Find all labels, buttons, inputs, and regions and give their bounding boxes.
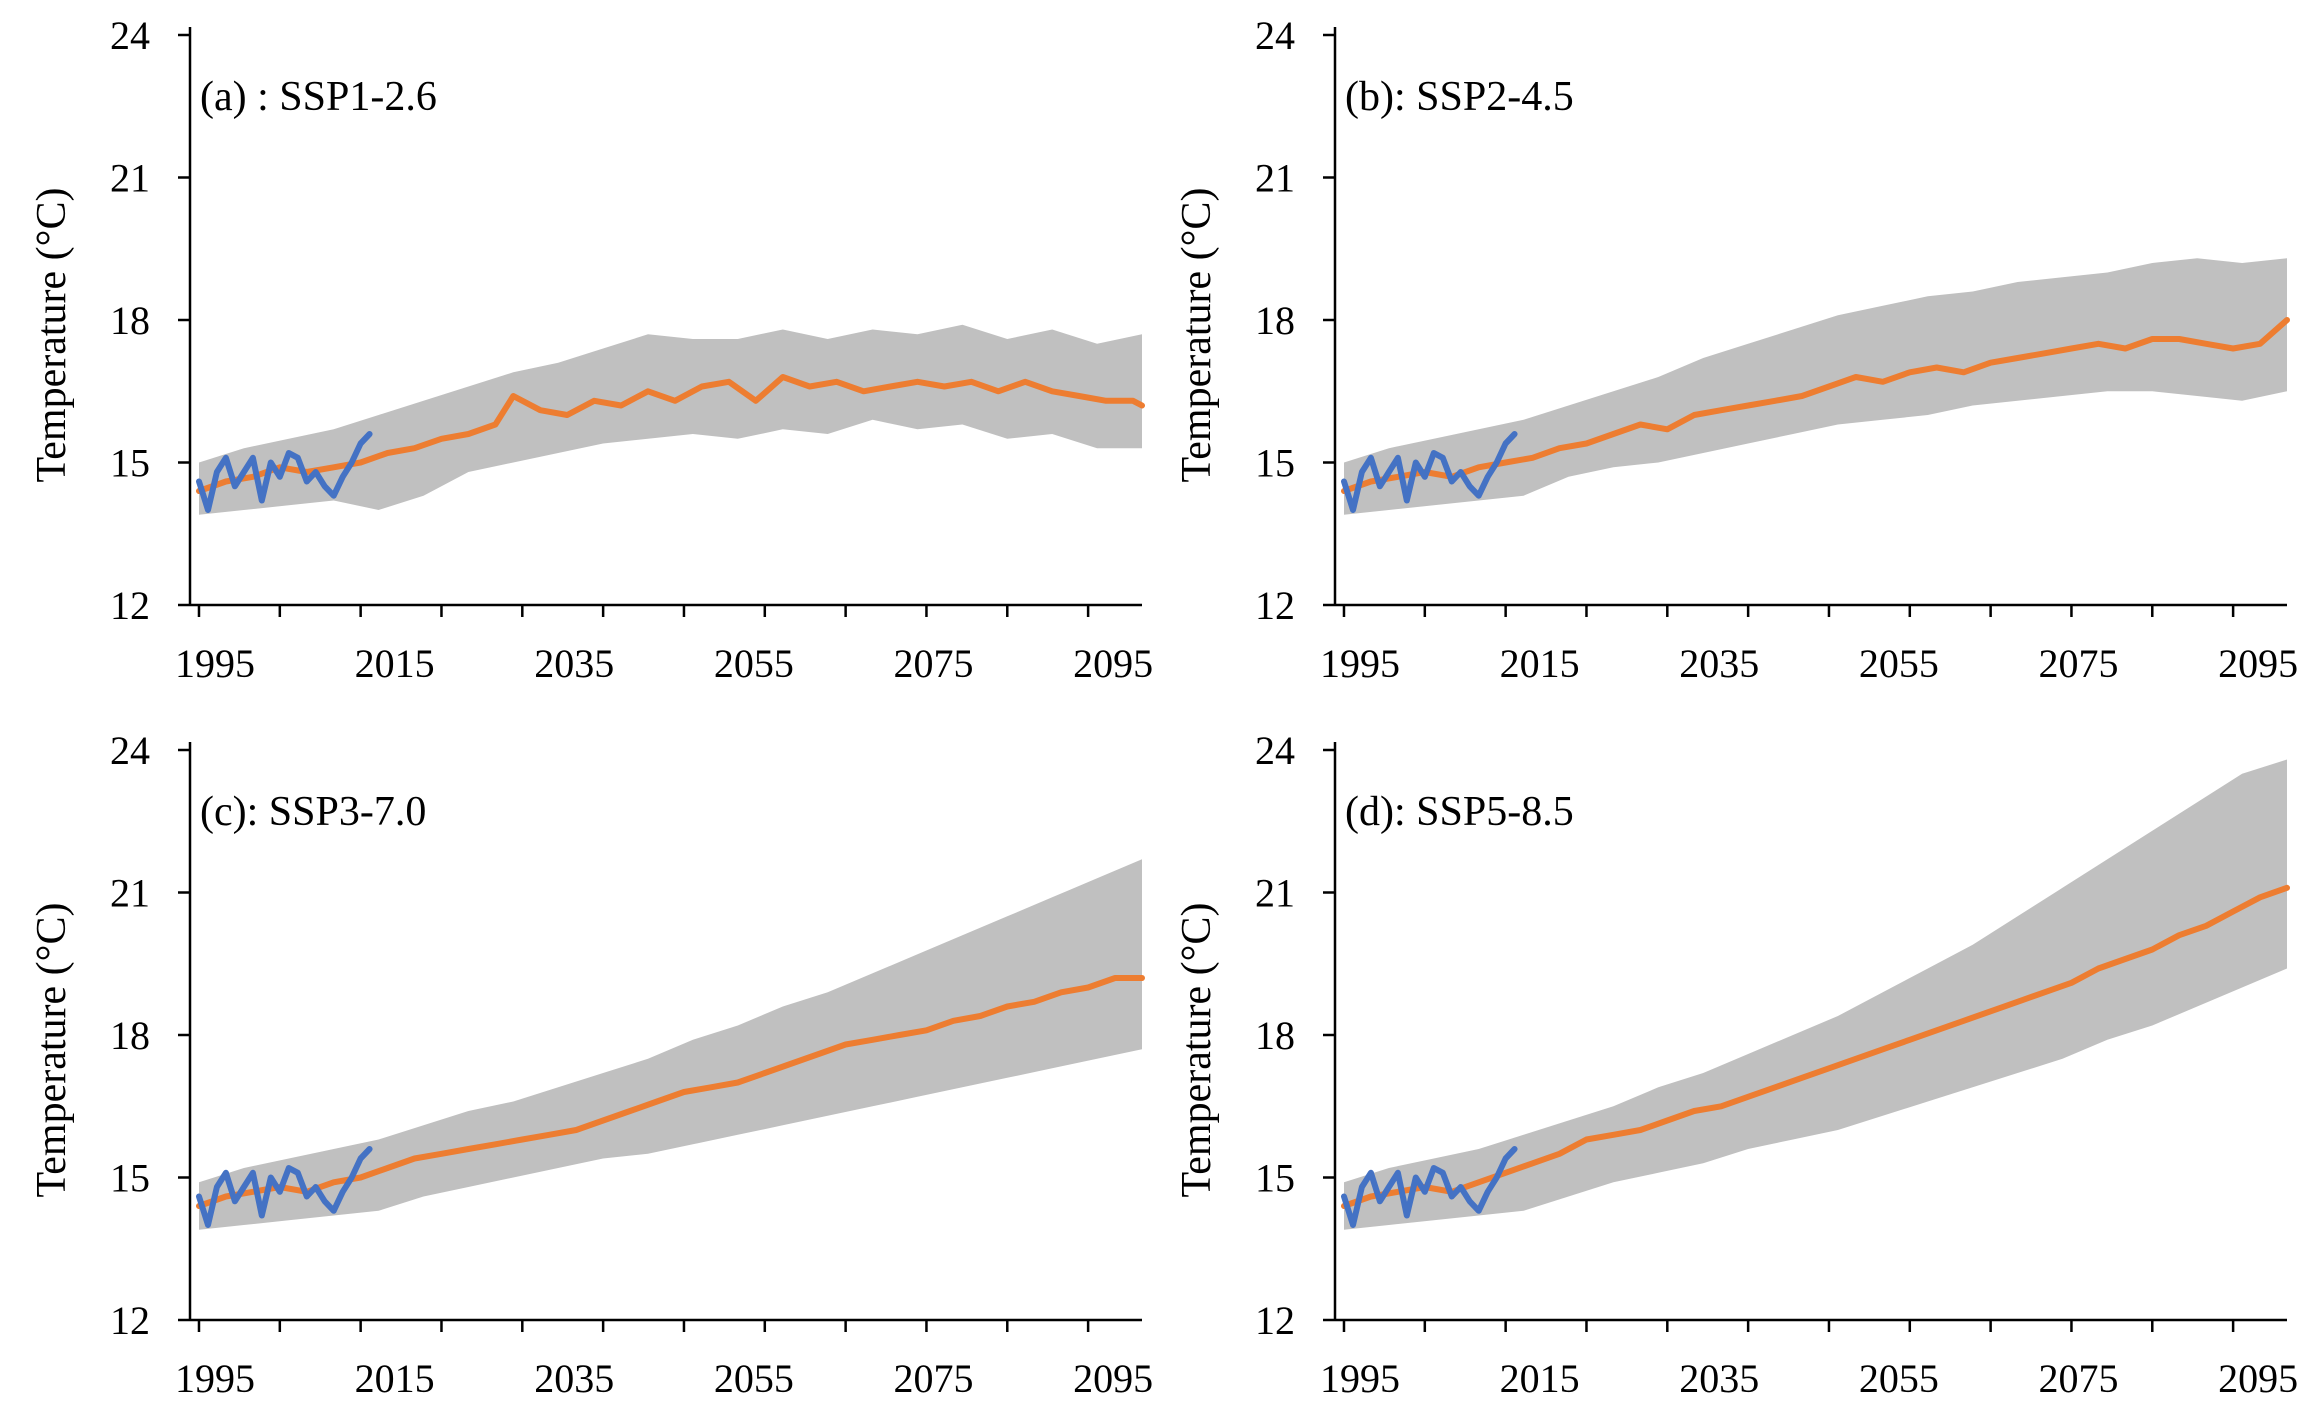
x-tick-label-d: 2035 bbox=[1679, 1356, 1759, 1401]
y-tick-label-b: 12 bbox=[1255, 583, 1295, 628]
panel-title-c: (c): SSP3-7.0 bbox=[200, 789, 426, 835]
band-area-b bbox=[1344, 258, 2287, 515]
y-tick-label-d: 12 bbox=[1255, 1298, 1295, 1343]
y-tick-label-d: 15 bbox=[1255, 1156, 1295, 1201]
x-tick-label-d: 2055 bbox=[1859, 1356, 1939, 1401]
panel-title-a: (a) : SSP1-2.6 bbox=[200, 74, 437, 120]
y-tick-label-c: 24 bbox=[110, 728, 150, 773]
x-tick-label-b: 2035 bbox=[1679, 641, 1759, 686]
x-tick-label-d: 2015 bbox=[1500, 1356, 1580, 1401]
projection-line-a bbox=[196, 374, 1145, 494]
x-tick-label-a: 2035 bbox=[534, 641, 614, 686]
projection-line-c bbox=[196, 975, 1145, 1209]
observed-line-b bbox=[1341, 431, 1518, 513]
y-tick-label-a: 15 bbox=[110, 441, 150, 486]
x-tick-label-a: 2095 bbox=[1073, 641, 1153, 686]
y-tick-label-b: 15 bbox=[1255, 441, 1295, 486]
panel-b: 12 15 18 21 24 1995 2015 2035 2055 2075 2095 Temper… bbox=[1174, 13, 2298, 686]
panel-c: 12 15 18 21 24 1995 2015 2035 2055 2075 2095 Temper… bbox=[29, 728, 1153, 1401]
x-tick-label-b: 2095 bbox=[2218, 641, 2298, 686]
y-tick-label-d: 18 bbox=[1255, 1013, 1295, 1058]
band-area-a bbox=[199, 324, 1142, 515]
observed-line-a bbox=[196, 431, 373, 513]
y-axis-label-d: Temperature (°C) bbox=[1174, 903, 1220, 1198]
x-tick-label-b: 2075 bbox=[2038, 641, 2118, 686]
observed-line-d bbox=[1341, 1146, 1518, 1228]
x-tick-label-b: 1995 bbox=[1320, 641, 1400, 686]
x-tick-label-a: 2015 bbox=[355, 641, 435, 686]
y-tick-label-b: 18 bbox=[1255, 298, 1295, 343]
y-tick-label-a: 12 bbox=[110, 583, 150, 628]
y-tick-label-b: 21 bbox=[1255, 156, 1295, 201]
y-tick-label-c: 15 bbox=[110, 1156, 150, 1201]
x-tick-label-c: 2015 bbox=[355, 1356, 435, 1401]
panel-a: 12 15 18 21 24 1995 2015 2035 2055 2075 2095 Temper… bbox=[29, 13, 1153, 686]
x-tick-label-c: 2095 bbox=[1073, 1356, 1153, 1401]
y-tick-label-a: 21 bbox=[110, 156, 150, 201]
band-area-d bbox=[1344, 759, 2287, 1230]
x-tick-label-d: 2095 bbox=[2218, 1356, 2298, 1401]
y-axis-label-a: Temperature (°C) bbox=[29, 188, 75, 483]
band-area-c bbox=[199, 859, 1142, 1230]
y-tick-label-c: 18 bbox=[110, 1013, 150, 1058]
y-tick-label-d: 21 bbox=[1255, 871, 1295, 916]
y-tick-label-b: 24 bbox=[1255, 13, 1295, 58]
y-tick-label-a: 18 bbox=[110, 298, 150, 343]
panel-d: 12 15 18 21 24 1995 2015 2035 2055 2075 2095 Temper… bbox=[1174, 728, 2298, 1401]
x-tick-label-d: 1995 bbox=[1320, 1356, 1400, 1401]
y-axis-label-b: Temperature (°C) bbox=[1174, 188, 1220, 483]
projection-line-b bbox=[1341, 317, 2290, 494]
y-tick-label-c: 21 bbox=[110, 871, 150, 916]
x-tick-label-c: 2055 bbox=[714, 1356, 794, 1401]
x-tick-label-a: 2055 bbox=[714, 641, 794, 686]
x-tick-label-b: 2015 bbox=[1500, 641, 1580, 686]
x-tick-label-a: 1995 bbox=[175, 641, 255, 686]
x-tick-label-a: 2075 bbox=[893, 641, 973, 686]
y-tick-label-c: 12 bbox=[110, 1298, 150, 1343]
x-tick-label-c: 2035 bbox=[534, 1356, 614, 1401]
panel-title-b: (b): SSP2-4.5 bbox=[1345, 74, 1574, 120]
panel-title-d: (d): SSP5-8.5 bbox=[1345, 789, 1574, 835]
x-tick-label-b: 2055 bbox=[1859, 641, 1939, 686]
y-axis-label-c: Temperature (°C) bbox=[29, 903, 75, 1198]
y-tick-label-d: 24 bbox=[1255, 728, 1295, 773]
observed-line-c bbox=[196, 1146, 373, 1228]
x-tick-label-c: 2075 bbox=[893, 1356, 973, 1401]
x-tick-label-d: 2075 bbox=[2038, 1356, 2118, 1401]
x-tick-label-c: 1995 bbox=[175, 1356, 255, 1401]
y-tick-label-a: 24 bbox=[110, 13, 150, 58]
